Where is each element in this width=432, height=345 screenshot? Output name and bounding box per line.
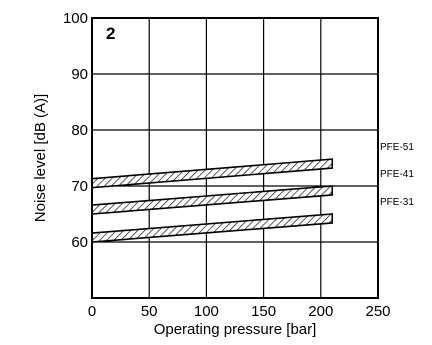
y-tick-label: 90 (71, 66, 88, 83)
series-label-layer: PFE-51 PFE-41 PFE-31 (380, 142, 414, 208)
x-tick-label: 100 (194, 303, 219, 320)
series-layer (91, 158, 334, 243)
x-tick-label: 200 (308, 303, 333, 320)
series-band-pfe-51 (91, 158, 334, 189)
series-band-pfe-41 (91, 185, 334, 215)
y-tick-label: 60 (71, 234, 88, 251)
x-tick-label: 150 (251, 303, 276, 320)
grid-layer (92, 18, 378, 298)
tick-label-layer: 0 50 100 150 200 250 60 70 80 90 100 (63, 10, 391, 320)
series-band-pfe-31 (91, 213, 334, 243)
series-label-pfe-41: PFE-41 (380, 169, 414, 180)
series-label-pfe-31: PFE-31 (380, 197, 414, 208)
x-tick-label: 250 (365, 303, 390, 320)
x-tick-label: 50 (141, 303, 158, 320)
x-axis-title: Operating pressure [bar] (154, 321, 317, 338)
y-axis-title: Noise level [dB (A)] (32, 94, 49, 222)
y-tick-label: 80 (71, 122, 88, 139)
plot-frame (91, 17, 379, 299)
y-tick-label: 100 (63, 10, 88, 27)
y-tick-label: 70 (71, 178, 88, 195)
x-tick-label: 0 (88, 303, 96, 320)
series-label-pfe-51: PFE-51 (380, 142, 414, 153)
panel-label: 2 (106, 24, 115, 43)
